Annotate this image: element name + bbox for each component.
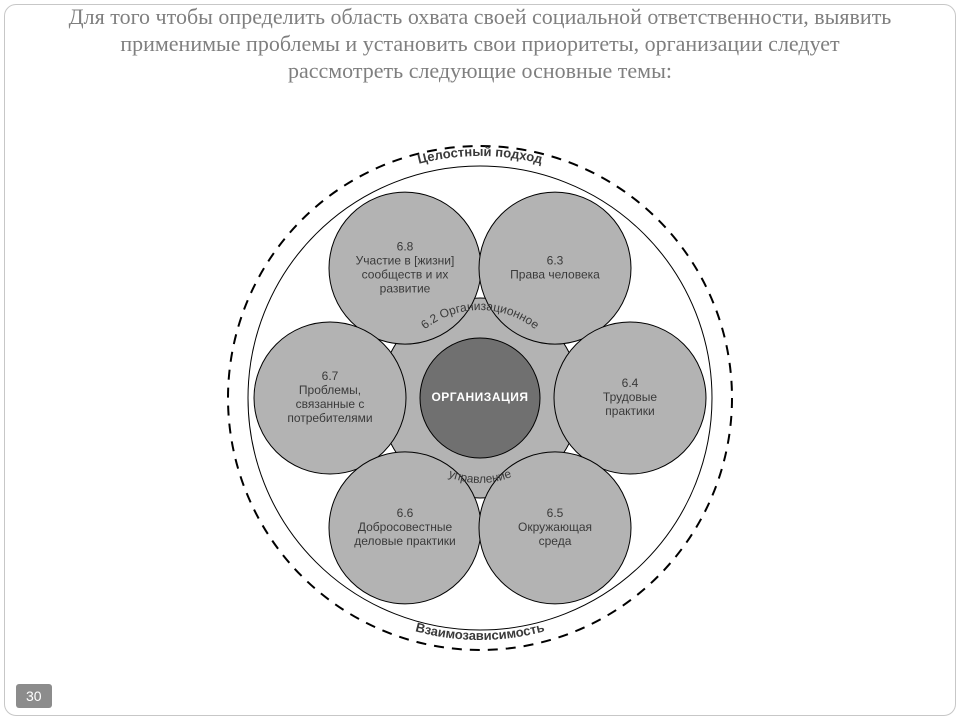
topic-label: 6.8 [397, 239, 414, 253]
topic-label: сообществ и их [362, 267, 449, 281]
topic-label: 6.3 [547, 253, 564, 267]
center-label: ОРГАНИЗАЦИЯ [431, 390, 528, 404]
topic-label: потребителями [287, 411, 372, 425]
topic-label: Участие в [жизни] [356, 253, 455, 267]
topic-label: 6.4 [622, 376, 639, 390]
topic-label: Трудовые [603, 390, 657, 404]
topic-label: Проблемы, [299, 383, 361, 397]
topic-label: деловые практики [354, 534, 455, 548]
diagram-container: 6.8Участие в [жизни]сообществ и ихразвит… [220, 138, 740, 663]
topic-label: среда [539, 534, 572, 548]
topic-label: практики [605, 404, 654, 418]
arc-label: Целостный подход [416, 144, 545, 167]
topic-label: 6.6 [397, 506, 414, 520]
topic-label: Права человека [510, 267, 600, 281]
diagram-svg: 6.8Участие в [жизни]сообществ и ихразвит… [220, 138, 740, 658]
topic-label: Окружающая [518, 520, 592, 534]
topic-label: 6.7 [322, 369, 339, 383]
page-number: 30 [16, 684, 52, 708]
topic-label: 6.5 [547, 506, 564, 520]
topic-label: развитие [380, 281, 431, 295]
topic-label: Добросовестные [358, 520, 453, 534]
topic-label: связанные с [296, 397, 365, 411]
arc-label: Взаимозависимость [414, 620, 546, 644]
slide-title: Для того чтобы определить область охвата… [60, 4, 900, 84]
